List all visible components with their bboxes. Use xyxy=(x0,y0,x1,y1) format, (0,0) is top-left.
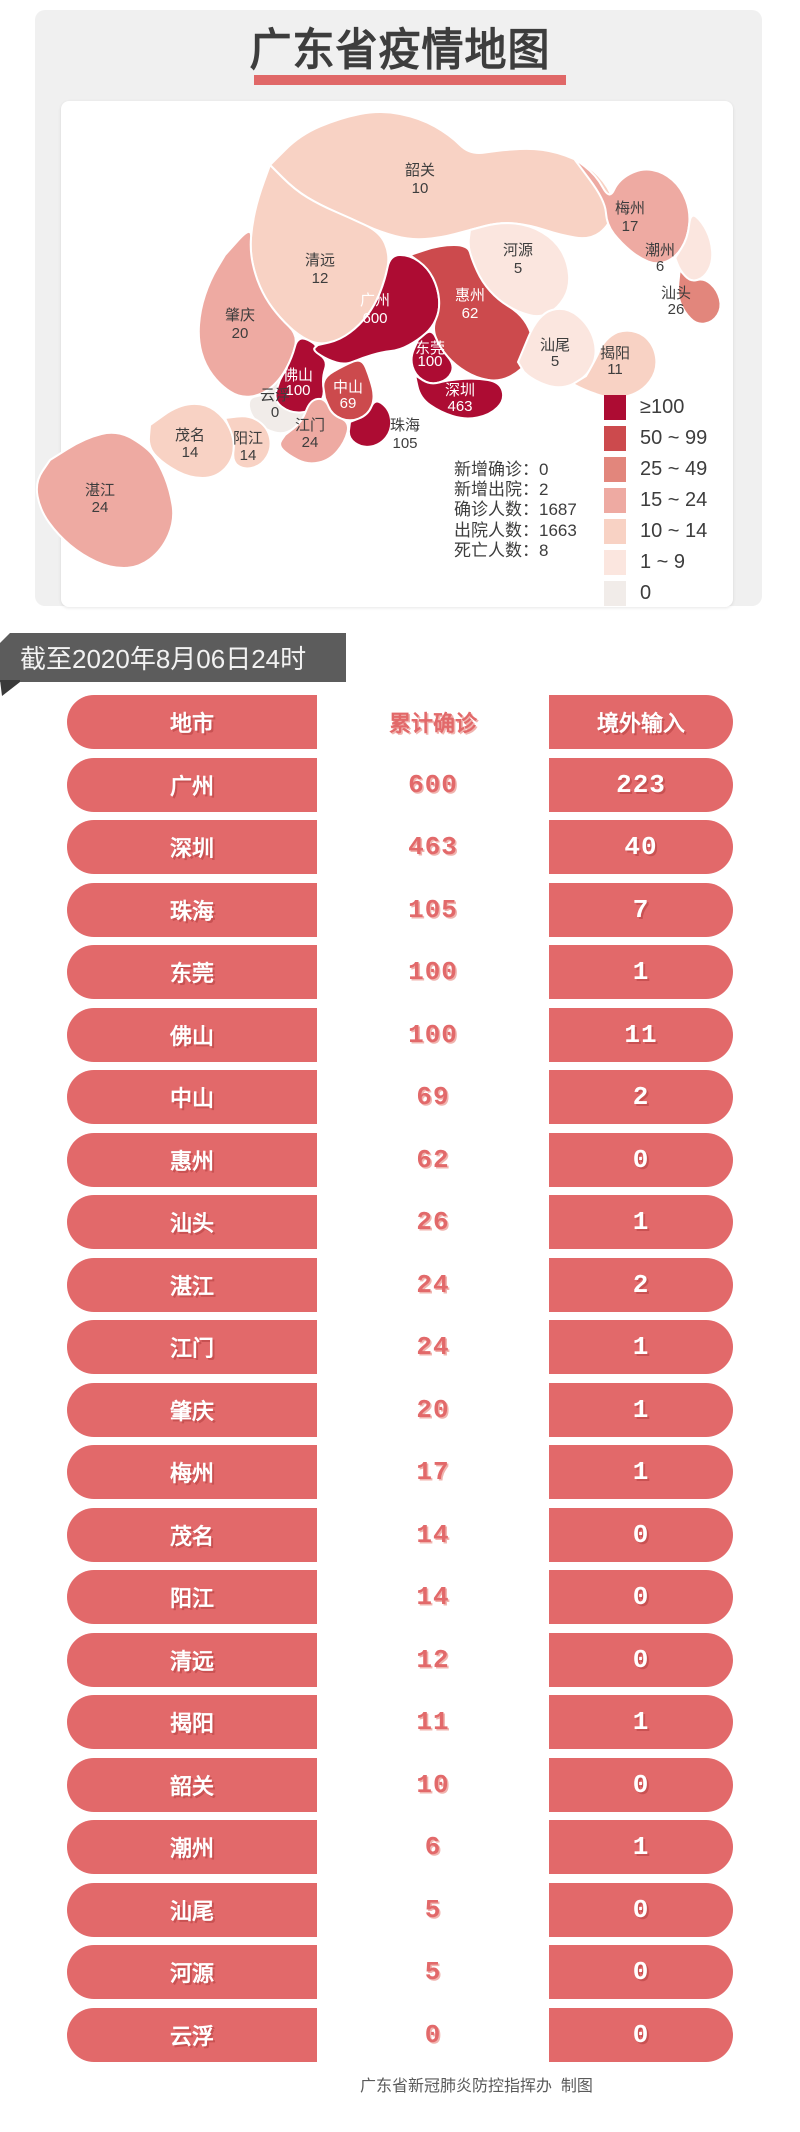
svg-text:600: 600 xyxy=(362,310,387,327)
svg-text:中山: 中山 xyxy=(333,379,363,396)
svg-text:10: 10 xyxy=(412,180,429,197)
svg-text:梅州: 梅州 xyxy=(615,200,645,217)
svg-text:清远: 清远 xyxy=(305,252,335,269)
svg-text:463: 463 xyxy=(447,398,472,415)
svg-text:汕头: 汕头 xyxy=(661,285,691,302)
svg-text:汕尾: 汕尾 xyxy=(540,337,570,354)
svg-text:14: 14 xyxy=(240,447,257,464)
svg-text:惠州: 惠州 xyxy=(455,287,485,304)
svg-text:24: 24 xyxy=(302,434,319,451)
svg-text:珠海: 珠海 xyxy=(390,417,420,434)
svg-text:河源: 河源 xyxy=(503,242,533,259)
svg-text:69: 69 xyxy=(340,395,357,412)
svg-text:6: 6 xyxy=(656,258,664,275)
svg-text:100: 100 xyxy=(285,382,310,399)
svg-text:广州: 广州 xyxy=(360,292,390,309)
svg-text:5: 5 xyxy=(514,260,522,277)
svg-text:0: 0 xyxy=(271,404,279,421)
svg-text:揭阳: 揭阳 xyxy=(600,345,630,362)
svg-text:湛江: 湛江 xyxy=(85,482,115,499)
svg-text:100: 100 xyxy=(417,353,442,370)
svg-text:阳江: 阳江 xyxy=(233,430,263,447)
svg-text:5: 5 xyxy=(551,353,559,370)
svg-text:14: 14 xyxy=(182,444,199,461)
svg-text:潮州: 潮州 xyxy=(645,242,675,259)
svg-text:62: 62 xyxy=(462,305,479,322)
svg-text:20: 20 xyxy=(232,325,249,342)
svg-text:26: 26 xyxy=(668,301,685,318)
svg-text:105: 105 xyxy=(392,435,417,452)
svg-text:24: 24 xyxy=(92,499,109,516)
svg-text:韶关: 韶关 xyxy=(405,162,435,179)
svg-text:11: 11 xyxy=(607,361,623,378)
svg-text:茂名: 茂名 xyxy=(175,427,205,444)
svg-text:江门: 江门 xyxy=(295,417,325,434)
svg-text:17: 17 xyxy=(622,218,639,235)
svg-text:肇庆: 肇庆 xyxy=(225,307,255,324)
svg-text:12: 12 xyxy=(312,270,329,287)
svg-text:深圳: 深圳 xyxy=(445,382,475,399)
